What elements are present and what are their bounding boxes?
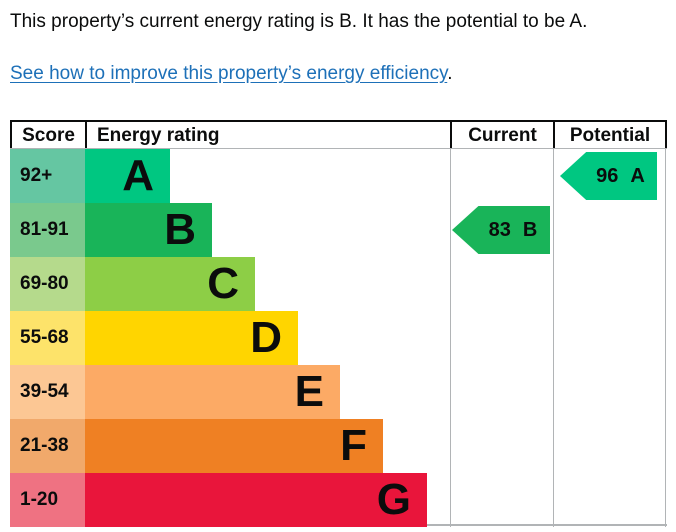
band-row-a: 92+ A [10,149,667,203]
potential-rating-value: 96 [596,164,619,187]
header-energy-rating: Energy rating [85,122,450,148]
table-right-border [665,149,666,527]
band-rows: 92+ A 81-91 B 69-80 C 55-68 D 39-54 E 21-38 F 1-20 G [10,149,667,527]
band-bar-g: G [85,473,427,527]
header-score: Score [10,122,85,148]
improve-link-line: See how to improve this property’s energ… [10,61,453,86]
band-bar-e: E [85,365,340,419]
band-row-d: 55-68 D [10,311,667,365]
header-potential: Potential [553,122,667,148]
intro-text: This property’s current energy rating is… [10,11,588,32]
potential-rating-band: A [630,164,645,187]
column-divider-current [450,149,451,527]
column-divider-potential [553,149,554,527]
band-bar-b: B [85,203,212,257]
epc-header: Score Energy rating Current Potential [10,120,667,148]
band-bar-c: C [85,257,255,311]
current-rating-band: B [522,218,538,241]
band-row-g: 1-20 G [10,473,667,527]
band-letter-b: B [164,205,196,254]
band-letter-c: C [207,259,239,308]
band-letter-e: E [294,367,324,416]
score-range-b: 81-91 [10,203,85,257]
band-row-e: 39-54 E [10,365,667,419]
epc-body: 92+ A 81-91 B 69-80 C 55-68 D 39-54 E 21-38 F 1-20 G … [10,148,667,527]
band-row-f: 21-38 F [10,419,667,473]
epc-table: Score Energy rating Current Potential 92… [10,120,667,527]
band-row-b: 81-91 B [10,203,667,257]
band-letter-f: F [340,421,367,470]
band-bar-a: A [85,149,170,203]
band-bar-f: F [85,419,383,473]
header-current: Current [450,122,553,148]
current-rating-value: 83 [488,218,511,241]
band-bar-d: D [85,311,298,365]
band-letter-a: A [122,151,154,200]
band-letter-g: G [376,475,411,524]
band-row-c: 69-80 C [10,257,667,311]
improve-link[interactable]: See how to improve this property’s energ… [10,63,448,84]
band-letter-d: D [250,313,282,362]
score-range-e: 39-54 [10,365,85,419]
link-period: . [447,63,453,84]
score-range-d: 55-68 [10,311,85,365]
score-range-g: 1-20 [10,473,85,527]
score-range-c: 69-80 [10,257,85,311]
score-range-a: 92+ [10,149,85,203]
score-range-f: 21-38 [10,419,85,473]
